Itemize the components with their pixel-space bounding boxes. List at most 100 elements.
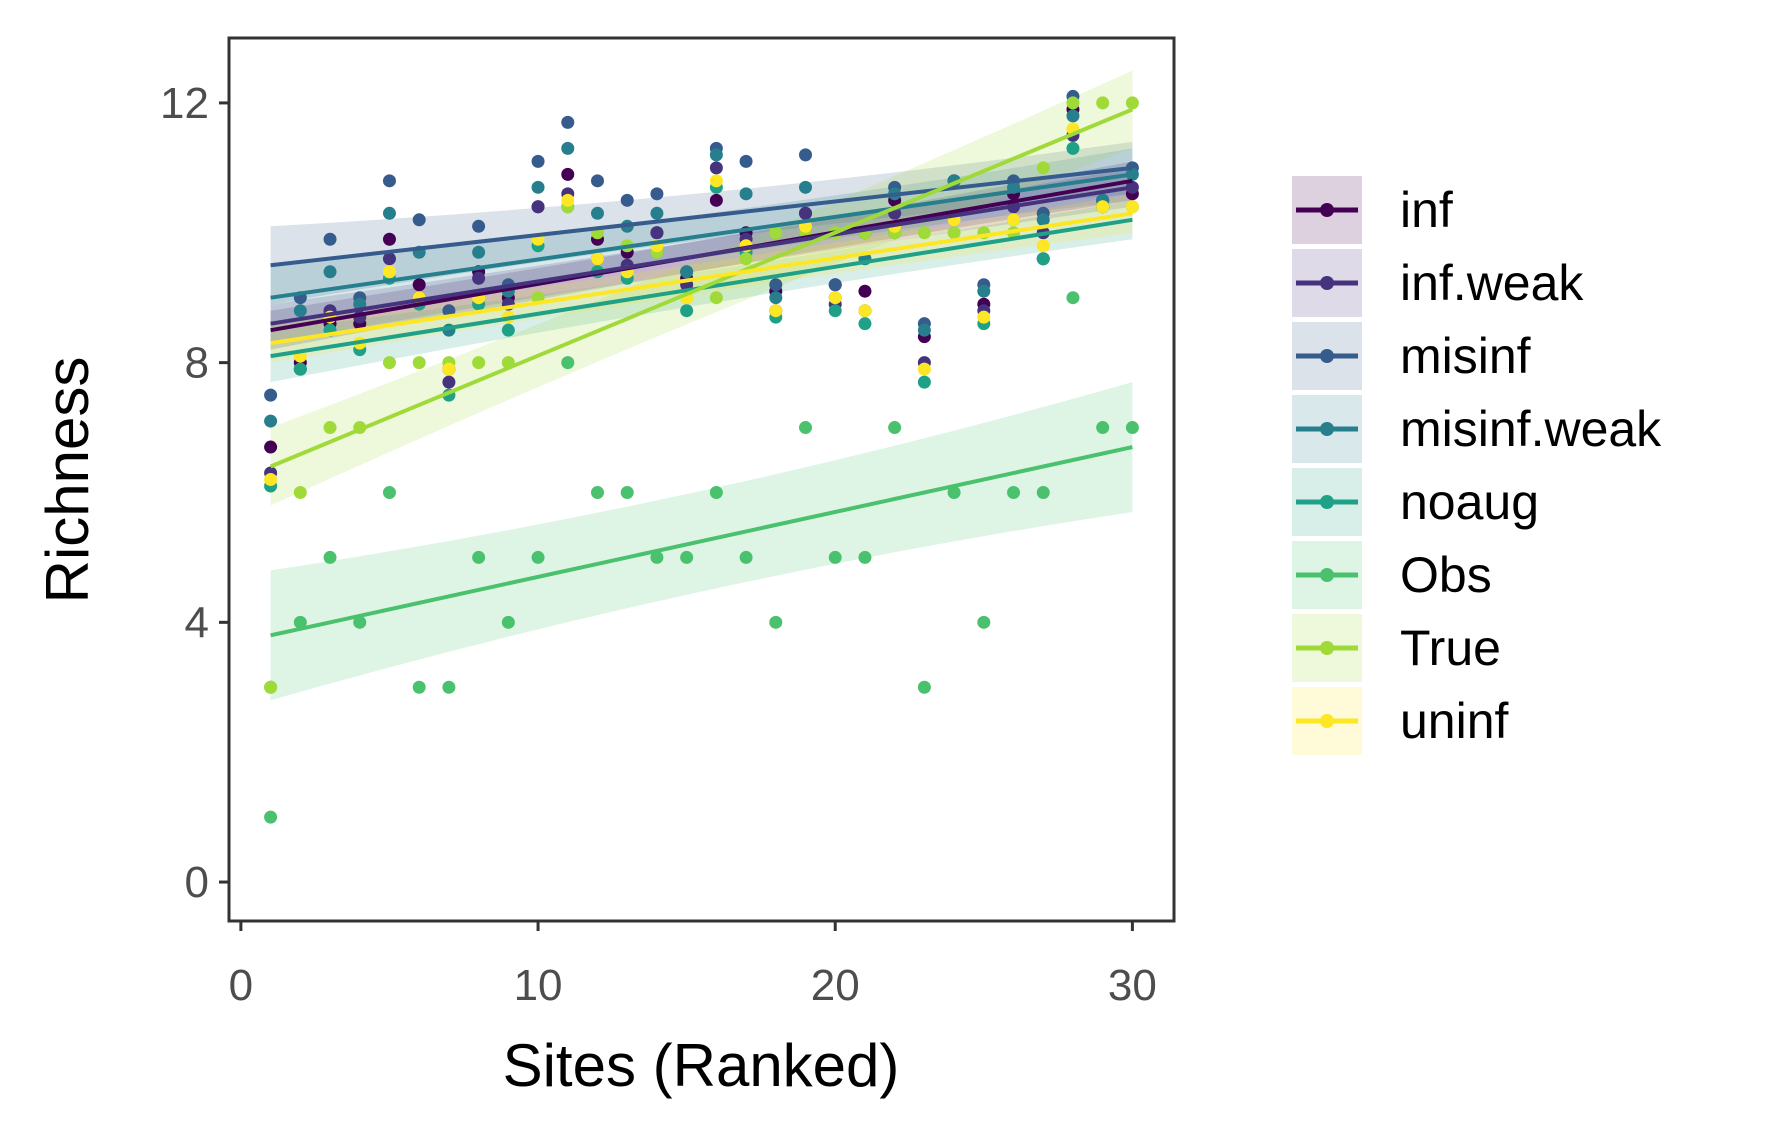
point-obs [1007, 485, 1021, 499]
point-misinf-weak [472, 245, 486, 259]
x-tick-label: 30 [1108, 961, 1157, 1010]
point-obs [828, 550, 842, 564]
point-uninf [561, 193, 575, 207]
point-true [709, 291, 723, 305]
point-true [472, 356, 486, 370]
point-misinf-weak [917, 323, 931, 337]
point-inf-weak [531, 200, 545, 214]
point-misinf-weak [650, 206, 664, 220]
point-obs [472, 550, 486, 564]
legend-label-uninf: uninf [1400, 693, 1509, 749]
fit-line-misinf-weak [270, 172, 1133, 300]
point-misinf-weak [1066, 109, 1080, 123]
fit-line-inf-weak [270, 185, 1133, 326]
point-obs [739, 550, 753, 564]
legend-key-noaug [1292, 468, 1362, 536]
point-inf [382, 232, 396, 246]
fit-line-true [269, 107, 1134, 469]
data-points [264, 89, 1139, 824]
point-misinf-weak [531, 180, 545, 194]
legend: inf inf.weak misinf misinf.weak noaug Obs True… [1292, 176, 1662, 755]
y-tick-label: 0 [185, 858, 209, 907]
point-uninf [442, 362, 456, 376]
y-tick-label: 12 [160, 79, 209, 128]
point-obs [1125, 421, 1139, 435]
point-noaug [917, 375, 931, 389]
point-obs [353, 615, 367, 629]
y-tick-label: 8 [185, 339, 209, 388]
point-obs [264, 810, 278, 824]
point-true [412, 356, 426, 370]
point-obs [917, 680, 931, 694]
point-obs [501, 615, 515, 629]
point-inf-weak [382, 252, 396, 266]
point-noaug [680, 304, 694, 318]
legend-key-point [1320, 203, 1334, 217]
point-misinf-weak [382, 206, 396, 220]
legend-key-inf-weak [1292, 249, 1362, 317]
point-noaug [828, 304, 842, 318]
point-noaug [501, 323, 515, 337]
point-obs [799, 421, 813, 435]
point-uninf [590, 252, 604, 266]
point-uninf [1125, 200, 1139, 214]
point-misinf [620, 193, 634, 207]
band-misinf [270, 141, 1133, 305]
axes: 0 10 20 30 0 4 8 12 [160, 79, 1157, 1010]
point-inf-weak [472, 271, 486, 285]
y-axis-title: Richness [34, 357, 101, 604]
legend-label-true: True [1400, 620, 1501, 676]
legend-label-inf: inf [1400, 182, 1453, 238]
legend-label-obs: Obs [1400, 547, 1492, 603]
point-noaug [293, 362, 307, 376]
point-uninf [769, 304, 783, 318]
legend-key-point [1320, 641, 1334, 655]
point-misinf-weak [769, 291, 783, 305]
point-misinf-weak [739, 187, 753, 201]
y-tick-label: 4 [185, 598, 209, 647]
x-tick-label: 10 [514, 961, 563, 1010]
point-true [323, 421, 337, 435]
point-misinf-weak [680, 265, 694, 279]
point-true [264, 680, 278, 694]
legend-key-point [1320, 422, 1334, 436]
point-uninf [828, 291, 842, 305]
point-obs [888, 421, 902, 435]
point-true [1066, 96, 1080, 110]
point-obs [382, 485, 396, 499]
point-true [1125, 96, 1139, 110]
fit-line-misinf [270, 165, 1133, 268]
point-misinf [472, 219, 486, 233]
point-true [1036, 161, 1050, 175]
point-uninf [1007, 213, 1021, 227]
point-obs [442, 680, 456, 694]
point-obs [947, 485, 961, 499]
point-uninf [858, 304, 872, 318]
point-obs [680, 550, 694, 564]
point-misinf [323, 232, 337, 246]
x-axis-title: Sites (Ranked) [503, 1032, 900, 1099]
point-misinf-weak [264, 414, 278, 428]
point-misinf [264, 388, 278, 402]
point-true [1096, 96, 1110, 110]
legend-label-misinf: misinf [1400, 328, 1531, 384]
legend-key-point [1320, 276, 1334, 290]
x-tick-label: 20 [811, 961, 860, 1010]
point-noaug [858, 317, 872, 331]
point-inf [412, 278, 426, 292]
point-obs [1066, 291, 1080, 305]
point-uninf [264, 473, 278, 486]
point-uninf [1096, 200, 1110, 214]
point-misinf [828, 278, 842, 292]
point-inf [709, 193, 723, 207]
point-misinf-weak [799, 180, 813, 194]
point-misinf [650, 187, 664, 201]
point-obs [412, 680, 426, 694]
point-obs [561, 356, 575, 370]
plot-panel-border [227, 36, 1176, 923]
legend-label-noaug: noaug [1400, 474, 1539, 530]
point-inf [264, 440, 278, 454]
point-misinf [799, 148, 813, 162]
